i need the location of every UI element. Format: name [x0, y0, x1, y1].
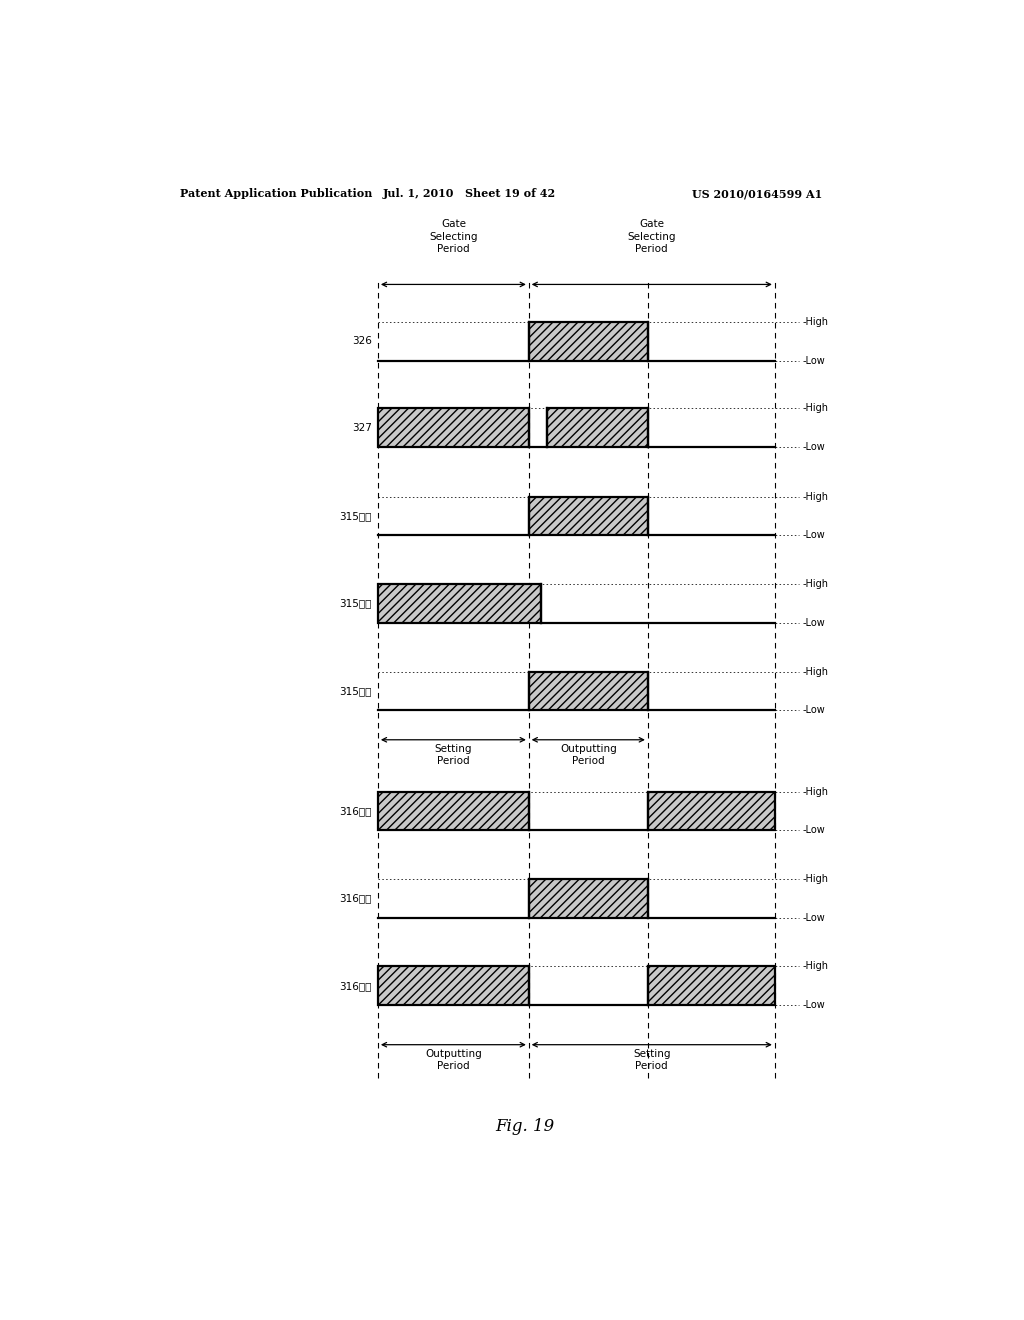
Bar [528, 322, 648, 360]
Text: Gate
Selecting
Period: Gate Selecting Period [628, 219, 676, 255]
Text: Jul. 1, 2010   Sheet 19 of 42: Jul. 1, 2010 Sheet 19 of 42 [383, 189, 556, 199]
Text: -High: -High [803, 787, 828, 796]
Text: Gate
Selecting
Period: Gate Selecting Period [429, 219, 477, 255]
Text: 315のⒸ: 315のⒸ [339, 511, 372, 521]
Text: -High: -High [803, 404, 828, 413]
Bar [528, 879, 648, 917]
Text: -High: -High [803, 492, 828, 502]
Text: 327: 327 [352, 422, 372, 433]
Text: -Low: -Low [803, 705, 825, 715]
Text: -Low: -Low [803, 618, 825, 628]
Text: -Low: -Low [803, 531, 825, 540]
Text: Fig. 19: Fig. 19 [496, 1118, 554, 1134]
Bar [648, 966, 775, 1005]
Bar [378, 585, 541, 623]
Text: US 2010/0164599 A1: US 2010/0164599 A1 [692, 189, 822, 199]
Text: -High: -High [803, 317, 828, 327]
Text: 315のⒺ: 315のⒺ [339, 686, 372, 696]
Text: -Low: -Low [803, 355, 825, 366]
Text: -High: -High [803, 579, 828, 589]
Bar [528, 672, 648, 710]
Text: -High: -High [803, 961, 828, 972]
Bar [378, 966, 528, 1005]
Text: -Low: -Low [803, 825, 825, 836]
Text: Outputting
Period: Outputting Period [560, 744, 616, 766]
Bar [648, 792, 775, 830]
Text: 315のⒹ: 315のⒹ [339, 598, 372, 609]
Text: -High: -High [803, 667, 828, 677]
Text: Patent Application Publication: Patent Application Publication [179, 189, 372, 199]
Text: Outputting
Period: Outputting Period [425, 1049, 481, 1071]
Text: -High: -High [803, 874, 828, 884]
Text: 316のⒹ: 316のⒹ [339, 894, 372, 903]
Text: 316のⒺ: 316のⒺ [339, 981, 372, 991]
Text: 326: 326 [352, 337, 372, 346]
Text: -Low: -Low [803, 442, 825, 451]
Bar [378, 792, 528, 830]
Bar [528, 496, 648, 536]
Bar [378, 408, 528, 447]
Text: -Low: -Low [803, 1001, 825, 1010]
Text: Setting
Period: Setting Period [434, 744, 472, 766]
Text: 316のⒸ: 316のⒸ [339, 807, 372, 816]
Text: -Low: -Low [803, 912, 825, 923]
Text: Setting
Period: Setting Period [633, 1049, 671, 1071]
Bar [547, 408, 648, 447]
